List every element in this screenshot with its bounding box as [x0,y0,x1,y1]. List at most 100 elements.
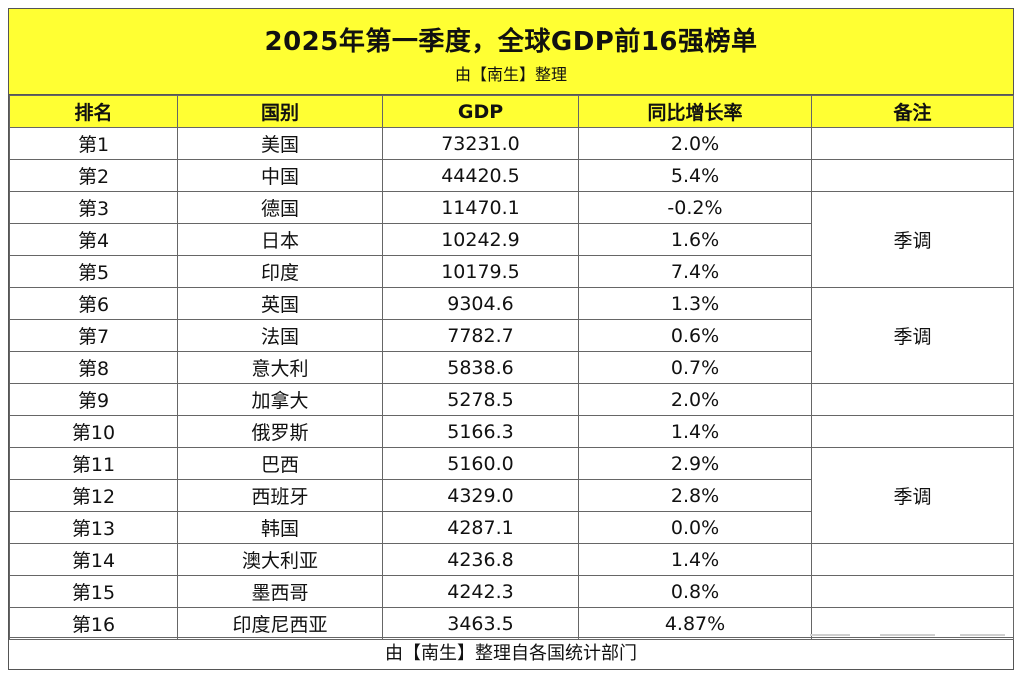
gdp-cell: 4329.0 [382,479,579,512]
country-cell: 俄罗斯 [177,415,383,448]
table-row: 第3 德国 11470.1 -0.2% 季调 [9,191,1014,288]
gdp-ranking-sheet: 2025年第一季度，全球GDP前16强榜单 由【南生】整理 排名 国别 GDP … [8,8,1014,670]
rank-cell: 第9 [9,383,178,416]
rank-cell: 第2 [9,159,178,192]
gdp-cell: 3463.5 [382,607,579,640]
rank-cell: 第1 [9,127,178,160]
table-row: 第14 澳大利亚 4236.8 1.4% [9,543,1014,576]
gdp-cell: 10242.9 [382,223,579,256]
rank-cell: 第8 [9,351,178,384]
table-row: 第4 日本 10242.9 1.6% [9,223,1014,256]
growth-cell: -0.2% [578,191,812,224]
table-row: 第12 西班牙 4329.0 2.8% [9,479,1014,512]
table-row: 第6 英国 9304.6 1.3% 季调 [9,287,1014,384]
gdp-cell: 5838.6 [382,351,579,384]
country-cell: 日本 [177,223,383,256]
gdp-cell: 73231.0 [382,127,579,160]
header-note: 备注 [811,95,1014,128]
rank-cell: 第11 [9,447,178,480]
growth-cell: 2.9% [578,447,812,480]
rank-cell: 第14 [9,543,178,576]
country-cell: 法国 [177,319,383,352]
header-gdp: GDP [382,95,579,128]
header-rank: 排名 [9,95,178,128]
table-row: 第7 法国 7782.7 0.6% [9,319,1014,352]
gdp-cell: 4287.1 [382,511,579,544]
country-cell: 德国 [177,191,383,224]
growth-cell: 2.0% [578,383,812,416]
gdp-table: 排名 国别 GDP 同比增长率 备注 第1 美国 73231.0 2.0% 第2 中国 44… [9,95,1014,640]
table-row: 第10 俄罗斯 5166.3 1.4% [9,415,1014,448]
country-cell: 巴西 [177,447,383,480]
table-row: 第16 印度尼西亚 3463.5 4.87% [9,607,1014,640]
country-cell: 澳大利亚 [177,543,383,576]
country-cell: 西班牙 [177,479,383,512]
gdp-cell: 11470.1 [382,191,579,224]
header-growth: 同比增长率 [578,95,812,128]
rank-cell: 第13 [9,511,178,544]
country-cell: 加拿大 [177,383,383,416]
growth-cell: 2.0% [578,127,812,160]
gdp-cell: 5278.5 [382,383,579,416]
country-cell: 印度 [177,255,383,288]
note-cell [811,159,1014,192]
page-title: 2025年第一季度，全球GDP前16强榜单 [264,27,758,57]
note-cell: 季调 [811,287,1014,384]
note-cell [811,415,1014,448]
table-row: 第5 印度 10179.5 7.4% [9,255,1014,288]
growth-cell: 1.4% [578,543,812,576]
growth-cell: 0.8% [578,575,812,608]
note-cell [811,127,1014,160]
rank-cell: 第5 [9,255,178,288]
growth-cell: 4.87% [578,607,812,640]
decorative-faint-lines [810,634,1010,638]
page-subtitle: 由【南生】整理 [454,65,567,84]
growth-cell: 1.4% [578,415,812,448]
footer-source: 由【南生】整理自各国统计部门 [9,637,1013,669]
gdp-cell: 5166.3 [382,415,579,448]
rank-cell: 第4 [9,223,178,256]
rank-cell: 第10 [9,415,178,448]
gdp-cell: 4242.3 [382,575,579,608]
country-cell: 印度尼西亚 [177,607,383,640]
growth-cell: 1.6% [578,223,812,256]
rank-cell: 第7 [9,319,178,352]
country-cell: 墨西哥 [177,575,383,608]
country-cell: 意大利 [177,351,383,384]
note-cell [811,575,1014,608]
note-cell [811,543,1014,576]
rank-cell: 第6 [9,287,178,320]
title-block: 2025年第一季度，全球GDP前16强榜单 由【南生】整理 [9,9,1013,95]
growth-cell: 7.4% [578,255,812,288]
rank-cell: 第3 [9,191,178,224]
country-cell: 英国 [177,287,383,320]
country-cell: 美国 [177,127,383,160]
country-cell: 中国 [177,159,383,192]
note-cell [811,383,1014,416]
gdp-cell: 10179.5 [382,255,579,288]
rank-cell: 第15 [9,575,178,608]
table-row: 第11 巴西 5160.0 2.9% 季调 [9,447,1014,544]
growth-cell: 2.8% [578,479,812,512]
note-cell: 季调 [811,191,1014,288]
growth-cell: 0.0% [578,511,812,544]
growth-cell: 0.7% [578,351,812,384]
gdp-cell: 44420.5 [382,159,579,192]
gdp-cell: 5160.0 [382,447,579,480]
gdp-cell: 9304.6 [382,287,579,320]
table-row: 第2 中国 44420.5 5.4% [9,159,1014,192]
note-cell: 季调 [811,447,1014,544]
rank-cell: 第16 [9,607,178,640]
header-country: 国别 [177,95,383,128]
gdp-cell: 4236.8 [382,543,579,576]
table-row: 第9 加拿大 5278.5 2.0% [9,383,1014,416]
growth-cell: 0.6% [578,319,812,352]
table-row: 第1 美国 73231.0 2.0% [9,127,1014,160]
gdp-cell: 7782.7 [382,319,579,352]
country-cell: 韩国 [177,511,383,544]
table-body: 第1 美国 73231.0 2.0% 第2 中国 44420.5 5.4% 第3 德国 11470.… [9,127,1014,640]
rank-cell: 第12 [9,479,178,512]
table-row: 第8 意大利 5838.6 0.7% [9,351,1014,384]
growth-cell: 1.3% [578,287,812,320]
table-row: 第15 墨西哥 4242.3 0.8% [9,575,1014,608]
